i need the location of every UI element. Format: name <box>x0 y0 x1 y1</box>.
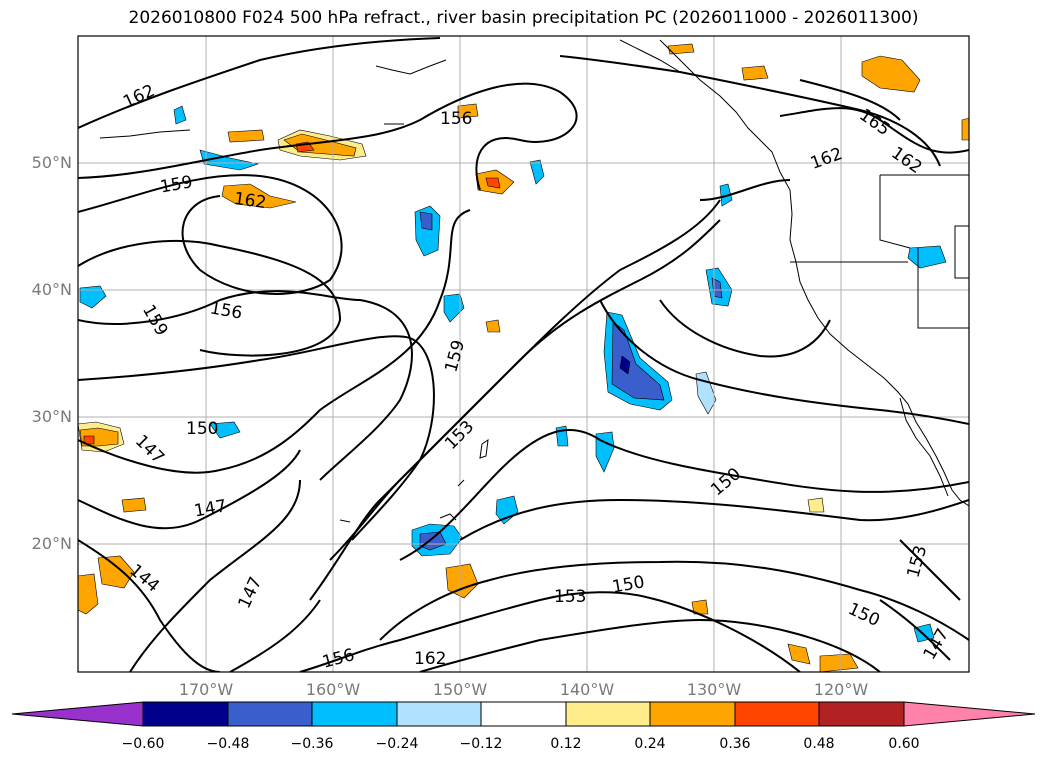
colorbar-segment <box>903 701 1036 727</box>
lon-label: 120°W <box>813 680 869 699</box>
colorbar-tick-label: −0.60 <box>121 736 165 752</box>
lat-label: 40°N <box>31 280 72 299</box>
negative-anomaly-shading <box>79 105 947 643</box>
colorbar-tick-label: −0.48 <box>206 736 250 752</box>
contour-label: 159 <box>138 301 172 339</box>
lon-label: 130°W <box>686 680 742 699</box>
contour-label: 162 <box>887 143 925 178</box>
lon-label: 140°W <box>559 680 615 699</box>
colorbar-tick-label: 0.12 <box>550 736 582 752</box>
colorbar-tick-label: −0.12 <box>459 736 503 752</box>
colorbar-segment <box>142 701 229 727</box>
positive-anomaly-shading <box>78 43 969 672</box>
colorbar-segment <box>734 701 820 727</box>
colorbar-segment <box>396 701 482 727</box>
lon-label: 160°W <box>305 680 361 699</box>
contour-label: 147 <box>235 574 267 612</box>
colorbar-segment <box>565 701 651 727</box>
lat-label: 50°N <box>31 153 72 172</box>
contour-label: 156 <box>440 109 472 129</box>
colorbar-segment <box>480 701 567 727</box>
colorbar-segment <box>818 701 905 727</box>
plot-area: 162 156 159 162 159 156 147 150 147 144 … <box>78 36 969 673</box>
contour-label: 162 <box>233 189 268 213</box>
contour-label: 162 <box>808 144 845 174</box>
lon-label: 150°W <box>432 680 488 699</box>
contour-label: 150 <box>845 599 883 631</box>
contour-label: 150 <box>186 419 218 439</box>
colorbar-tick-label: 0.48 <box>803 736 835 752</box>
plot-frame <box>77 35 970 673</box>
contour-label: 153 <box>441 417 478 454</box>
contour-label: 144 <box>125 560 163 596</box>
colorbar-tick-label: 0.60 <box>888 736 920 752</box>
colorbar-tick-label: −0.36 <box>290 736 334 752</box>
graticule <box>78 36 969 672</box>
contour-label: 159 <box>441 338 469 375</box>
lat-label: 30°N <box>31 407 72 426</box>
contour-label: 150 <box>611 572 646 597</box>
colorbar-tick-label: 0.36 <box>719 736 751 752</box>
colorbar-segment <box>311 701 398 727</box>
lat-label: 20°N <box>31 534 72 553</box>
coastlines <box>99 39 969 523</box>
refractivity-contours <box>78 37 969 672</box>
colorbar-tick-label: 0.24 <box>634 736 666 752</box>
colorbar <box>11 701 1036 727</box>
contour-label: 156 <box>320 645 357 673</box>
contour-label: 162 <box>120 81 158 113</box>
colorbar-segment <box>11 701 144 727</box>
contour-label: 147 <box>193 496 228 521</box>
contour-label: 159 <box>159 172 194 197</box>
colorbar-segment <box>649 701 736 727</box>
lon-label: 170°W <box>178 680 234 699</box>
colorbar-tick-label: −0.24 <box>375 736 419 752</box>
colorbar-segment <box>227 701 313 727</box>
contour-label: 153 <box>554 587 586 607</box>
map-title: 2026010800 F024 500 hPa refract., river … <box>128 8 919 28</box>
contour-label: 162 <box>414 649 446 669</box>
contour-label: 150 <box>707 464 745 500</box>
contour-label: 156 <box>208 298 243 323</box>
